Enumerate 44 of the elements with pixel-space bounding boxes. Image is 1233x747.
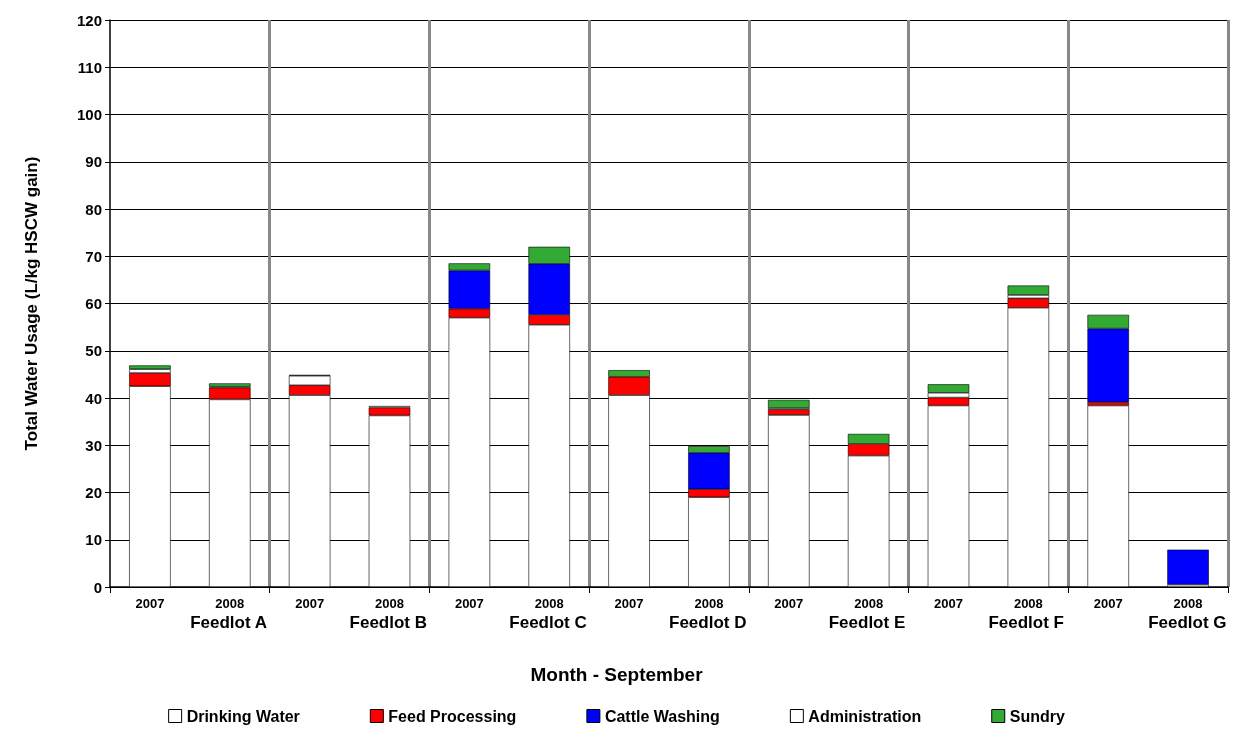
y-tick-label: 120 bbox=[76, 11, 102, 29]
bar bbox=[1167, 549, 1209, 585]
x-tick-label: 2007 bbox=[135, 596, 165, 611]
y-tick-label: 60 bbox=[85, 295, 102, 312]
x-tick-label: 2008 bbox=[854, 596, 884, 611]
y-axis-title: Total Water Usage (L/kg HSCW gain) bbox=[22, 156, 41, 451]
text: Feedlot E bbox=[828, 613, 906, 632]
y-tick-label: 100 bbox=[76, 106, 102, 123]
x-tick-label: 2007 bbox=[295, 596, 325, 611]
y-tick-label: 10 bbox=[85, 531, 102, 549]
bar bbox=[129, 365, 171, 370]
y-tick-label: 30 bbox=[85, 436, 102, 454]
text: Feedlot B bbox=[349, 613, 428, 632]
text: Feedlot C bbox=[509, 613, 587, 632]
y-tick-label: 110 bbox=[77, 58, 102, 76]
text: Feedlot G bbox=[1148, 613, 1227, 632]
text: Feedlot D bbox=[669, 613, 747, 632]
y-tick-label: 50 bbox=[85, 342, 102, 360]
x-tick-label: 2008 bbox=[375, 596, 404, 611]
legend-label: Feed Processing bbox=[388, 707, 517, 725]
x-tick-label: 2007 bbox=[614, 596, 644, 611]
legend-label: Sundry bbox=[1009, 707, 1065, 725]
y-tick-label: 70 bbox=[85, 247, 102, 265]
x-tick-label: 2008 bbox=[1013, 596, 1043, 611]
x-tick-label: 2007 bbox=[454, 596, 484, 611]
text: Feedlot A bbox=[190, 613, 267, 632]
x-tick-label: 2007 bbox=[774, 596, 804, 611]
x-tick-label: 2007 bbox=[1093, 596, 1123, 611]
y-tick-label: 20 bbox=[85, 484, 102, 501]
x-tick-label: 2007 bbox=[934, 596, 963, 611]
y-tick-label: 80 bbox=[85, 200, 102, 218]
text: Feedlot F bbox=[988, 613, 1064, 632]
y-tick-label: 40 bbox=[85, 389, 102, 407]
x-tick-label: 2008 bbox=[215, 596, 245, 611]
y-tick-label: 90 bbox=[85, 153, 102, 171]
legend-label: Drinking Water bbox=[186, 707, 300, 725]
x-axis-title: Month - September bbox=[530, 664, 704, 685]
x-tick-label: 2008 bbox=[1173, 596, 1203, 611]
x-tick-label: 2008 bbox=[694, 596, 724, 611]
bar bbox=[1007, 285, 1050, 295]
x-tick-label: 2008 bbox=[534, 596, 564, 611]
legend-label: Administration bbox=[808, 707, 922, 725]
legend-label: Cattle Washing bbox=[604, 707, 720, 725]
y-tick-label: 0 bbox=[93, 578, 102, 596]
